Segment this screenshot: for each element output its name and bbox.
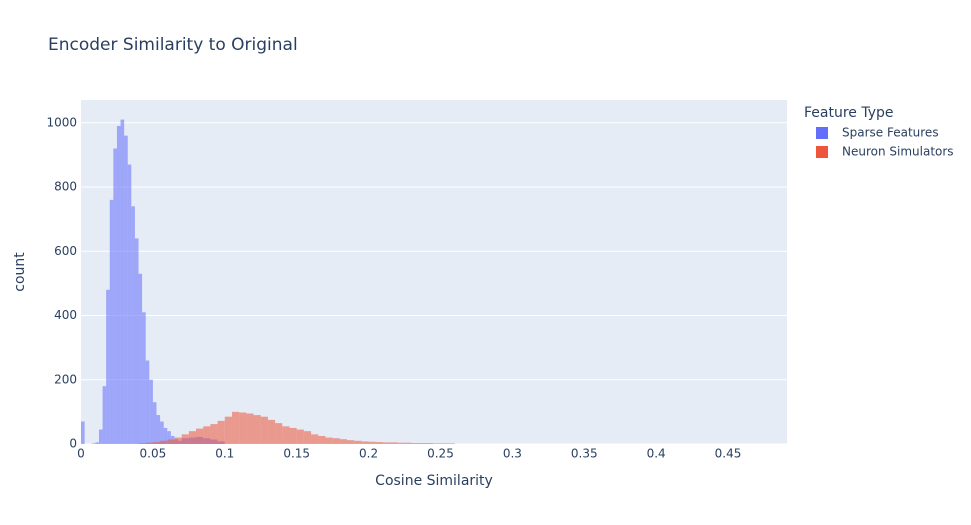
histogram-bar bbox=[447, 443, 455, 444]
y-tick-label: 400 bbox=[54, 308, 77, 322]
histogram-bar bbox=[210, 424, 218, 444]
histogram-bar bbox=[354, 440, 362, 444]
histogram-bar bbox=[138, 273, 143, 444]
histogram-bar bbox=[81, 421, 85, 444]
histogram-bar bbox=[426, 443, 434, 444]
histogram-bar bbox=[131, 206, 135, 444]
histogram-bar bbox=[152, 442, 161, 444]
histogram-bar bbox=[361, 441, 369, 444]
histogram-bar bbox=[332, 438, 340, 444]
y-tick-label: 600 bbox=[54, 244, 77, 258]
histogram-bar bbox=[368, 441, 376, 444]
histogram-bar bbox=[163, 427, 168, 444]
histogram-bar bbox=[282, 426, 290, 444]
plot-background bbox=[81, 100, 787, 444]
histogram-bar bbox=[145, 442, 153, 444]
histogram-bar bbox=[95, 442, 99, 444]
histogram-bar bbox=[253, 415, 261, 444]
histogram-bar bbox=[142, 312, 146, 444]
histogram-bar bbox=[181, 434, 189, 444]
histogram-bar bbox=[203, 426, 211, 444]
histogram-bar bbox=[124, 135, 128, 445]
histogram-bar bbox=[167, 439, 175, 444]
histogram-bar bbox=[411, 443, 419, 444]
histogram-bar bbox=[382, 442, 391, 444]
histogram-bar bbox=[196, 428, 204, 444]
x-tick-label: 0.4 bbox=[647, 447, 666, 461]
histogram-bar bbox=[275, 423, 283, 444]
x-tick-label: 0.35 bbox=[571, 447, 598, 461]
histogram-bar bbox=[375, 442, 383, 444]
y-tick-label: 1000 bbox=[46, 115, 77, 129]
histogram-bar bbox=[390, 442, 398, 444]
histogram-bar bbox=[296, 429, 304, 444]
histogram-bar bbox=[160, 421, 164, 444]
histogram-bar bbox=[418, 443, 427, 444]
histogram-bar bbox=[246, 413, 254, 444]
histogram-bar bbox=[404, 442, 412, 444]
x-tick-label: 0 bbox=[77, 447, 85, 461]
histogram-bar bbox=[318, 435, 326, 444]
histogram-bar bbox=[397, 442, 405, 444]
histogram-bar bbox=[217, 420, 225, 444]
histogram-bar bbox=[149, 379, 153, 444]
legend-swatch bbox=[816, 127, 828, 139]
x-tick-label: 0.45 bbox=[715, 447, 742, 461]
histogram-bar bbox=[260, 416, 268, 444]
histogram-bar bbox=[127, 164, 132, 444]
histogram-bar bbox=[347, 440, 355, 444]
histogram-bar bbox=[167, 431, 171, 444]
y-tick-label: 200 bbox=[54, 372, 77, 386]
histogram-bar bbox=[120, 119, 125, 445]
histogram-bar bbox=[303, 431, 312, 444]
histogram-bar bbox=[145, 360, 150, 444]
histogram-bar bbox=[174, 437, 182, 444]
histogram-bar bbox=[289, 427, 297, 444]
y-tick-label: 800 bbox=[54, 180, 77, 194]
x-axis-title: Cosine Similarity bbox=[375, 473, 493, 489]
histogram-bar bbox=[134, 238, 139, 444]
histogram-bar bbox=[224, 416, 232, 444]
histogram-bar bbox=[267, 419, 276, 444]
histogram-bar bbox=[152, 402, 157, 444]
x-tick-label: 0.25 bbox=[427, 447, 454, 461]
chart-title: Encoder Similarity to Original bbox=[48, 35, 298, 55]
histogram-bar bbox=[102, 386, 107, 444]
histogram-bar bbox=[339, 439, 348, 444]
histogram-bar bbox=[116, 126, 121, 444]
histogram-bar bbox=[91, 443, 96, 444]
x-tick-label: 0.3 bbox=[503, 447, 522, 461]
histogram-bar bbox=[138, 443, 146, 444]
histogram-bar bbox=[106, 289, 110, 444]
histogram-bar bbox=[325, 437, 333, 444]
histogram-bar bbox=[433, 443, 441, 444]
legend-title: Feature Type bbox=[804, 105, 894, 121]
histogram-bar bbox=[440, 443, 448, 444]
legend-label: Neuron Simulators bbox=[842, 145, 954, 159]
y-tick-label: 0 bbox=[69, 437, 77, 451]
histogram-bar bbox=[311, 434, 319, 444]
x-tick-label: 0.1 bbox=[215, 447, 234, 461]
histogram-bar bbox=[113, 148, 117, 444]
x-tick-label: 0.2 bbox=[359, 447, 378, 461]
histogram-bar bbox=[156, 415, 161, 444]
legend-label: Sparse Features bbox=[842, 126, 939, 140]
x-tick-label: 0.05 bbox=[140, 447, 167, 461]
histogram-bar bbox=[98, 429, 103, 444]
histogram-bar bbox=[231, 411, 240, 444]
histogram-bar bbox=[109, 199, 114, 444]
x-tick-label: 0.15 bbox=[283, 447, 310, 461]
legend-swatch bbox=[816, 146, 828, 158]
histogram-bar bbox=[160, 440, 168, 444]
y-axis-title: count bbox=[12, 252, 28, 292]
histogram-bar bbox=[239, 412, 247, 444]
histogram-bar bbox=[188, 431, 197, 444]
